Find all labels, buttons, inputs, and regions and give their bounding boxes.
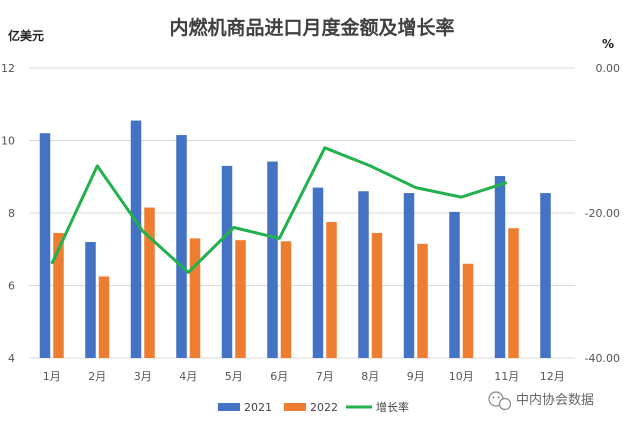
chart-title: 内燃机商品进口月度金额及增长率 xyxy=(169,16,454,39)
y-tick-label-left: 8 xyxy=(8,207,15,220)
y-tick-label-left: 12 xyxy=(1,62,15,75)
bar-2022 xyxy=(371,232,383,358)
bar-2022 xyxy=(508,228,519,358)
x-tick-label: 6月 xyxy=(270,370,288,383)
bar-2021 xyxy=(494,176,506,358)
x-tick-label: 7月 xyxy=(316,370,334,383)
x-tick-label: 4月 xyxy=(179,370,197,383)
y-tick-label-right: -40.00 xyxy=(585,352,620,365)
growth-line xyxy=(50,146,508,274)
bar-2021 xyxy=(267,161,278,358)
y-tick-label-left: 6 xyxy=(8,280,15,293)
bar-2021 xyxy=(130,120,142,358)
x-tick-label: 11月 xyxy=(494,370,519,383)
x-tick-label: 9月 xyxy=(407,370,425,383)
bar-2021 xyxy=(403,193,415,358)
x-tick-label: 5月 xyxy=(225,370,243,383)
line-series-growth xyxy=(50,146,508,274)
legend-label: 2022 xyxy=(310,401,338,414)
y-tick-label-left: 10 xyxy=(1,135,15,148)
bar-2022 xyxy=(417,243,428,358)
x-tick-label: 1月 xyxy=(43,370,61,383)
bar-2021 xyxy=(221,165,233,358)
legend-swatch-2022 xyxy=(284,403,306,411)
bar-2022 xyxy=(235,240,246,358)
x-tick-label: 3月 xyxy=(134,370,152,383)
legend-label: 2021 xyxy=(244,401,272,414)
bar-2022 xyxy=(326,222,337,358)
bar-2022 xyxy=(98,276,110,358)
x-tick-label: 10月 xyxy=(449,370,474,383)
bar-2021 xyxy=(85,242,96,358)
gridlines xyxy=(29,67,575,359)
watermark: 中内协会数据 xyxy=(488,391,594,411)
right-axis-unit: % xyxy=(602,37,614,51)
y-tick-label-left: 4 xyxy=(8,352,15,365)
y-tick-label-right: 0.00 xyxy=(596,62,621,75)
wechat-icon xyxy=(488,391,512,411)
bar-2021 xyxy=(540,193,551,358)
bar-2021 xyxy=(358,191,369,358)
bar-2021 xyxy=(449,211,460,358)
bar-2022 xyxy=(280,241,292,358)
legend: 2021 2022 增长率 xyxy=(218,400,409,414)
axis-ticks: 4 6 8 10 12 -40.00 -20.00 0.00 1月 2月 3月 4月 5月 6月 7月 8月 9… xyxy=(1,62,620,383)
bar-2022 xyxy=(462,263,474,358)
legend-label: 增长率 xyxy=(376,400,409,414)
x-tick-label: 8月 xyxy=(361,370,379,383)
bar-2021 xyxy=(39,133,51,358)
bar-2022 xyxy=(53,232,64,358)
y-tick-label-right: -20.00 xyxy=(585,207,620,220)
left-axis-unit: 亿美元 xyxy=(8,28,44,43)
bar-2022 xyxy=(189,238,201,358)
bar-2021 xyxy=(312,187,324,358)
x-tick-label: 2月 xyxy=(88,370,106,383)
legend-swatch-2021 xyxy=(218,403,240,411)
bar-2022 xyxy=(144,207,155,358)
watermark-text: 中内协会数据 xyxy=(516,392,594,408)
bar-marks xyxy=(39,120,551,358)
bar-2021 xyxy=(176,135,187,358)
x-tick-label: 12月 xyxy=(540,370,565,383)
